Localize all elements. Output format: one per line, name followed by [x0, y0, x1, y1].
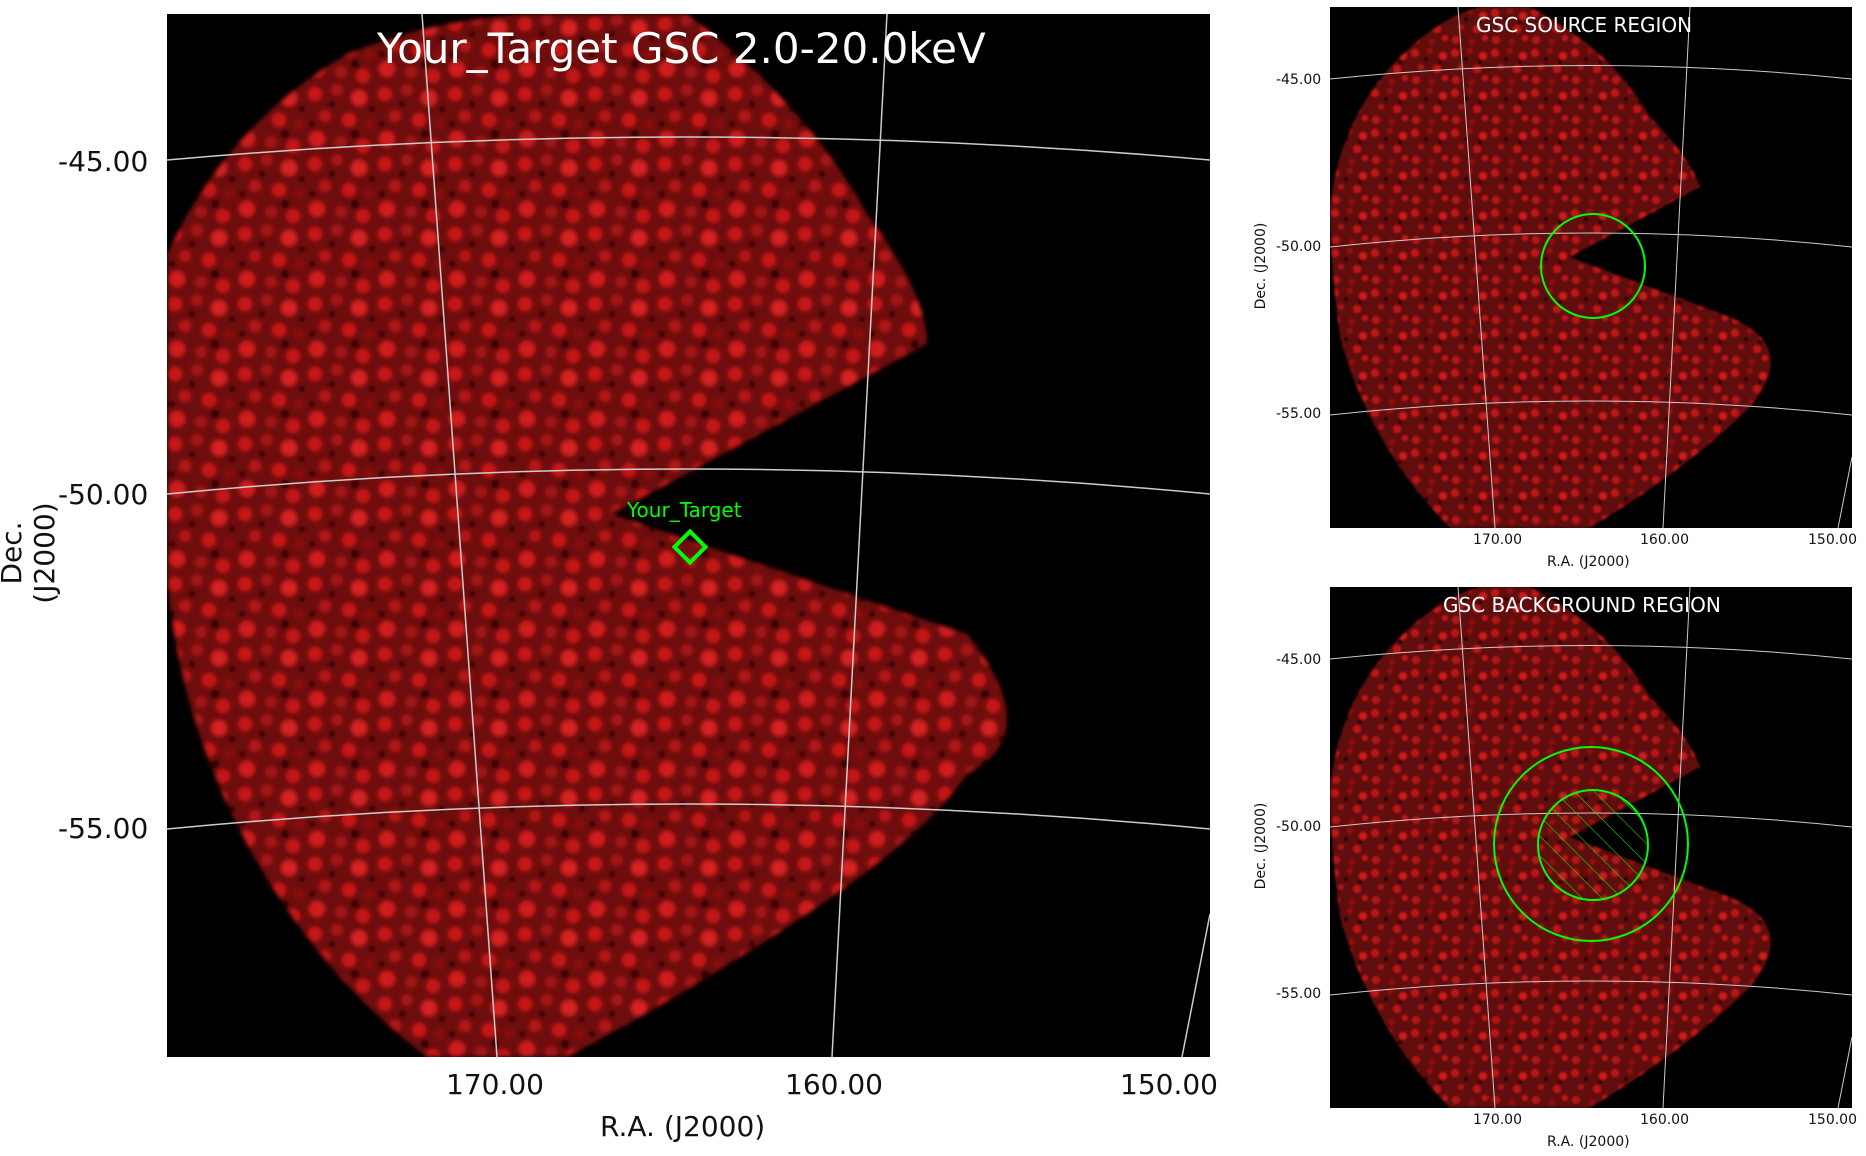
main-image-svg — [167, 14, 1210, 1057]
background-region-svg — [1330, 587, 1852, 1108]
grid-dec-50 — [167, 468, 1210, 495]
source-region-svg — [1330, 7, 1852, 528]
source-y-tick-55: -55.00 — [1276, 406, 1322, 422]
background-y-axis-label: Dec. (J2000) — [1253, 802, 1269, 890]
grid-ra-170 — [1457, 587, 1496, 1108]
main-title: Your_Target GSC 2.0-20.0keV — [377, 24, 986, 73]
main-x-tick-150: 150.00 — [1120, 1068, 1218, 1101]
background-region-panel: GSC BACKGROUND REGION — [1330, 587, 1852, 1108]
background-region-title: GSC BACKGROUND REGION — [1443, 593, 1721, 617]
grid-dec-45 — [1330, 645, 1852, 660]
background-x-axis-label: R.A. (J2000) — [1547, 1134, 1630, 1150]
target-diamond-marker — [671, 528, 709, 566]
background-x-tick-160: 160.00 — [1640, 1112, 1689, 1128]
source-y-tick-50: -50.00 — [1276, 239, 1322, 255]
main-y-tick-45: -45.00 — [58, 145, 149, 178]
grid-ra-160 — [831, 14, 888, 1057]
main-x-tick-170: 170.00 — [446, 1068, 544, 1101]
grid-ra-170 — [1457, 7, 1496, 528]
grid-dec-45 — [167, 136, 1210, 161]
main-y-axis-label: Dec. (J2000) — [0, 502, 61, 604]
grid-ra-160 — [1662, 587, 1691, 1108]
main-y-tick-50: -50.00 — [58, 478, 149, 511]
main-y-tick-55: -55.00 — [58, 812, 149, 845]
background-x-tick-150: 150.00 — [1808, 1112, 1857, 1128]
source-y-axis-label: Dec. (J2000) — [1253, 222, 1269, 310]
source-region-circle — [1540, 213, 1646, 319]
emission-region — [167, 14, 1007, 1057]
grid-ra-170 — [421, 14, 498, 1057]
grid-ra-160 — [1662, 7, 1691, 528]
target-label: Your_Target — [627, 498, 742, 522]
background-outer-circle — [1493, 746, 1689, 942]
source-region-title: GSC SOURCE REGION — [1476, 13, 1693, 37]
background-y-tick-45: -45.00 — [1276, 652, 1322, 668]
emission-region — [1330, 7, 1771, 528]
grid-dec-45 — [1330, 65, 1852, 80]
source-x-tick-170: 170.00 — [1473, 532, 1522, 548]
source-y-tick-45: -45.00 — [1276, 72, 1322, 88]
grid-dec-50 — [1330, 232, 1852, 248]
background-y-tick-55: -55.00 — [1276, 986, 1322, 1002]
grid-ra-150 — [1181, 913, 1210, 1057]
source-region-panel: GSC SOURCE REGION — [1330, 7, 1852, 528]
excluded-inner-circle — [1537, 789, 1649, 901]
source-x-tick-150: 150.00 — [1808, 532, 1857, 548]
grid-dec-55 — [167, 803, 1210, 830]
source-x-axis-label: R.A. (J2000) — [1547, 554, 1630, 570]
grid-ra-150 — [1837, 1036, 1852, 1108]
grid-dec-55 — [1330, 980, 1852, 996]
main-x-tick-160: 160.00 — [785, 1068, 883, 1101]
background-y-tick-50: -50.00 — [1276, 819, 1322, 835]
background-x-tick-170: 170.00 — [1473, 1112, 1522, 1128]
main-image-panel: Your_Target GSC 2.0-20.0keV Your_Target — [167, 14, 1210, 1057]
source-x-tick-160: 160.00 — [1640, 532, 1689, 548]
main-x-axis-label: R.A. (J2000) — [600, 1110, 766, 1143]
grid-dec-55 — [1330, 400, 1852, 416]
grid-ra-150 — [1837, 456, 1852, 528]
